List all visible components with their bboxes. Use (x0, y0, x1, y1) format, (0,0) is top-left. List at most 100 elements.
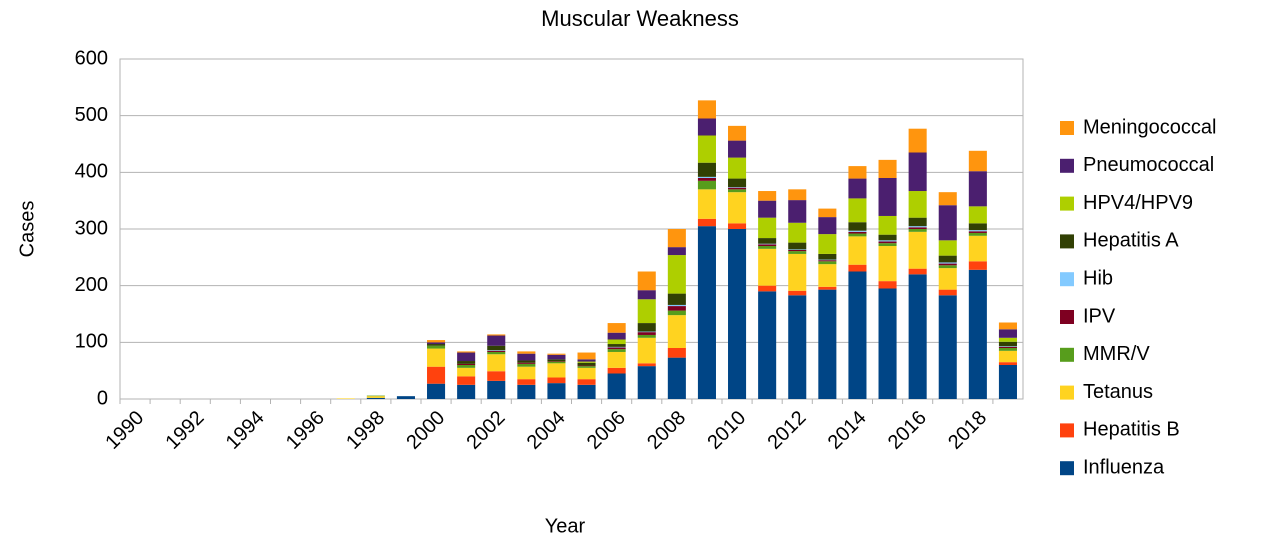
bar-segment (788, 253, 807, 291)
bar-segment (427, 383, 446, 399)
bar-segment (818, 208, 837, 218)
bar-segment (818, 261, 837, 265)
x-tick-label: 2008 (643, 407, 690, 454)
bar-segment (968, 150, 987, 172)
bar-segment (758, 246, 777, 249)
y-tick-label: 400 (75, 161, 108, 183)
bar-segment (517, 366, 536, 380)
bar-segment (607, 346, 626, 348)
bar-segment (517, 351, 536, 354)
bar-segment (998, 348, 1017, 351)
bar-segment (457, 363, 476, 365)
bar-segment (637, 332, 656, 335)
bar-segment (697, 218, 716, 227)
bar-segment (908, 227, 927, 229)
bar-segment (818, 234, 837, 254)
bar-segment (457, 361, 476, 364)
bar-segment (998, 346, 1017, 347)
bar-segment (788, 189, 807, 201)
legend-swatch (1060, 121, 1074, 135)
x-axis-title: Year (545, 515, 586, 537)
bar-segment (667, 293, 686, 305)
bar-segment (366, 396, 385, 398)
bar-segment (758, 291, 777, 399)
legend-label: Hepatitis A (1083, 230, 1179, 252)
bar-segment (848, 178, 867, 199)
bar-segment (848, 271, 867, 399)
legend-label: Influenza (1083, 456, 1165, 478)
bar-segment (938, 268, 957, 290)
y-tick-label: 0 (97, 387, 108, 409)
bar-segment (938, 255, 957, 263)
y-tick-label: 500 (75, 104, 108, 126)
bar-segment (637, 323, 656, 332)
bar-segment (878, 241, 897, 244)
bar-segment (366, 395, 385, 397)
bar-segment (487, 351, 506, 355)
bar-segment (457, 352, 476, 362)
y-tick-label: 200 (75, 274, 108, 296)
bar-segment (697, 162, 716, 177)
bar-segment (788, 295, 807, 399)
bar-segment (968, 230, 987, 232)
bar-segment (366, 397, 385, 399)
bar-segment (968, 269, 987, 399)
legend-swatch (1060, 461, 1074, 476)
bar-segment (848, 222, 867, 231)
legend-label: MMR/V (1083, 343, 1150, 365)
bar-segment (848, 231, 867, 234)
bar-segment (728, 229, 747, 399)
bar-segment (667, 229, 686, 248)
bar-segment (427, 340, 446, 343)
bar-segment (517, 360, 536, 363)
bar-segment (758, 285, 777, 292)
bar-segment (938, 263, 957, 266)
bar-segment (637, 337, 656, 364)
bar-segment (457, 351, 476, 353)
bar-segment (607, 347, 626, 350)
bar-segment (938, 265, 957, 269)
bar-segment (457, 384, 476, 399)
legend-label: HPV4/HPV9 (1083, 192, 1193, 214)
bar-segment (637, 334, 656, 338)
bar-segment (667, 357, 686, 399)
x-tick-label: 2012 (763, 407, 810, 454)
bar-segment (908, 191, 927, 218)
bar-segment (818, 286, 837, 290)
bar-segment (427, 342, 446, 345)
bar-segment (728, 140, 747, 158)
bar-segment (697, 100, 716, 119)
legend-label: Pneumococcal (1083, 154, 1214, 176)
legend-label: Tetanus (1083, 381, 1153, 403)
bar-segment (728, 192, 747, 224)
bar-segment (697, 135, 716, 163)
bar-segment (697, 118, 716, 136)
bar-segment (848, 264, 867, 272)
bar-segment (697, 226, 716, 399)
bar-segment (517, 362, 536, 364)
bar-segment (547, 363, 566, 378)
bar-segment (667, 247, 686, 256)
y-axis-title: Cases (16, 201, 38, 258)
bar-segment (517, 379, 536, 385)
bar-segment (788, 249, 807, 250)
bar-segment (427, 366, 446, 384)
bar-segment (998, 362, 1017, 365)
bar-segment (938, 289, 957, 296)
bar-segment (487, 335, 506, 346)
bar-segment (457, 365, 476, 368)
bar-segment (848, 198, 867, 223)
bar-segment (487, 334, 506, 336)
legend-swatch (1060, 196, 1074, 211)
bar-segment (908, 226, 927, 228)
bar-segment (878, 246, 897, 282)
bar-segment (818, 289, 837, 399)
bar-segment (607, 367, 626, 374)
bar-segment (818, 264, 837, 287)
bar-segment (728, 187, 747, 190)
bar-segment (878, 178, 897, 216)
bar-segment (788, 290, 807, 296)
bar-segment (938, 240, 957, 256)
bar-segment (758, 248, 777, 286)
